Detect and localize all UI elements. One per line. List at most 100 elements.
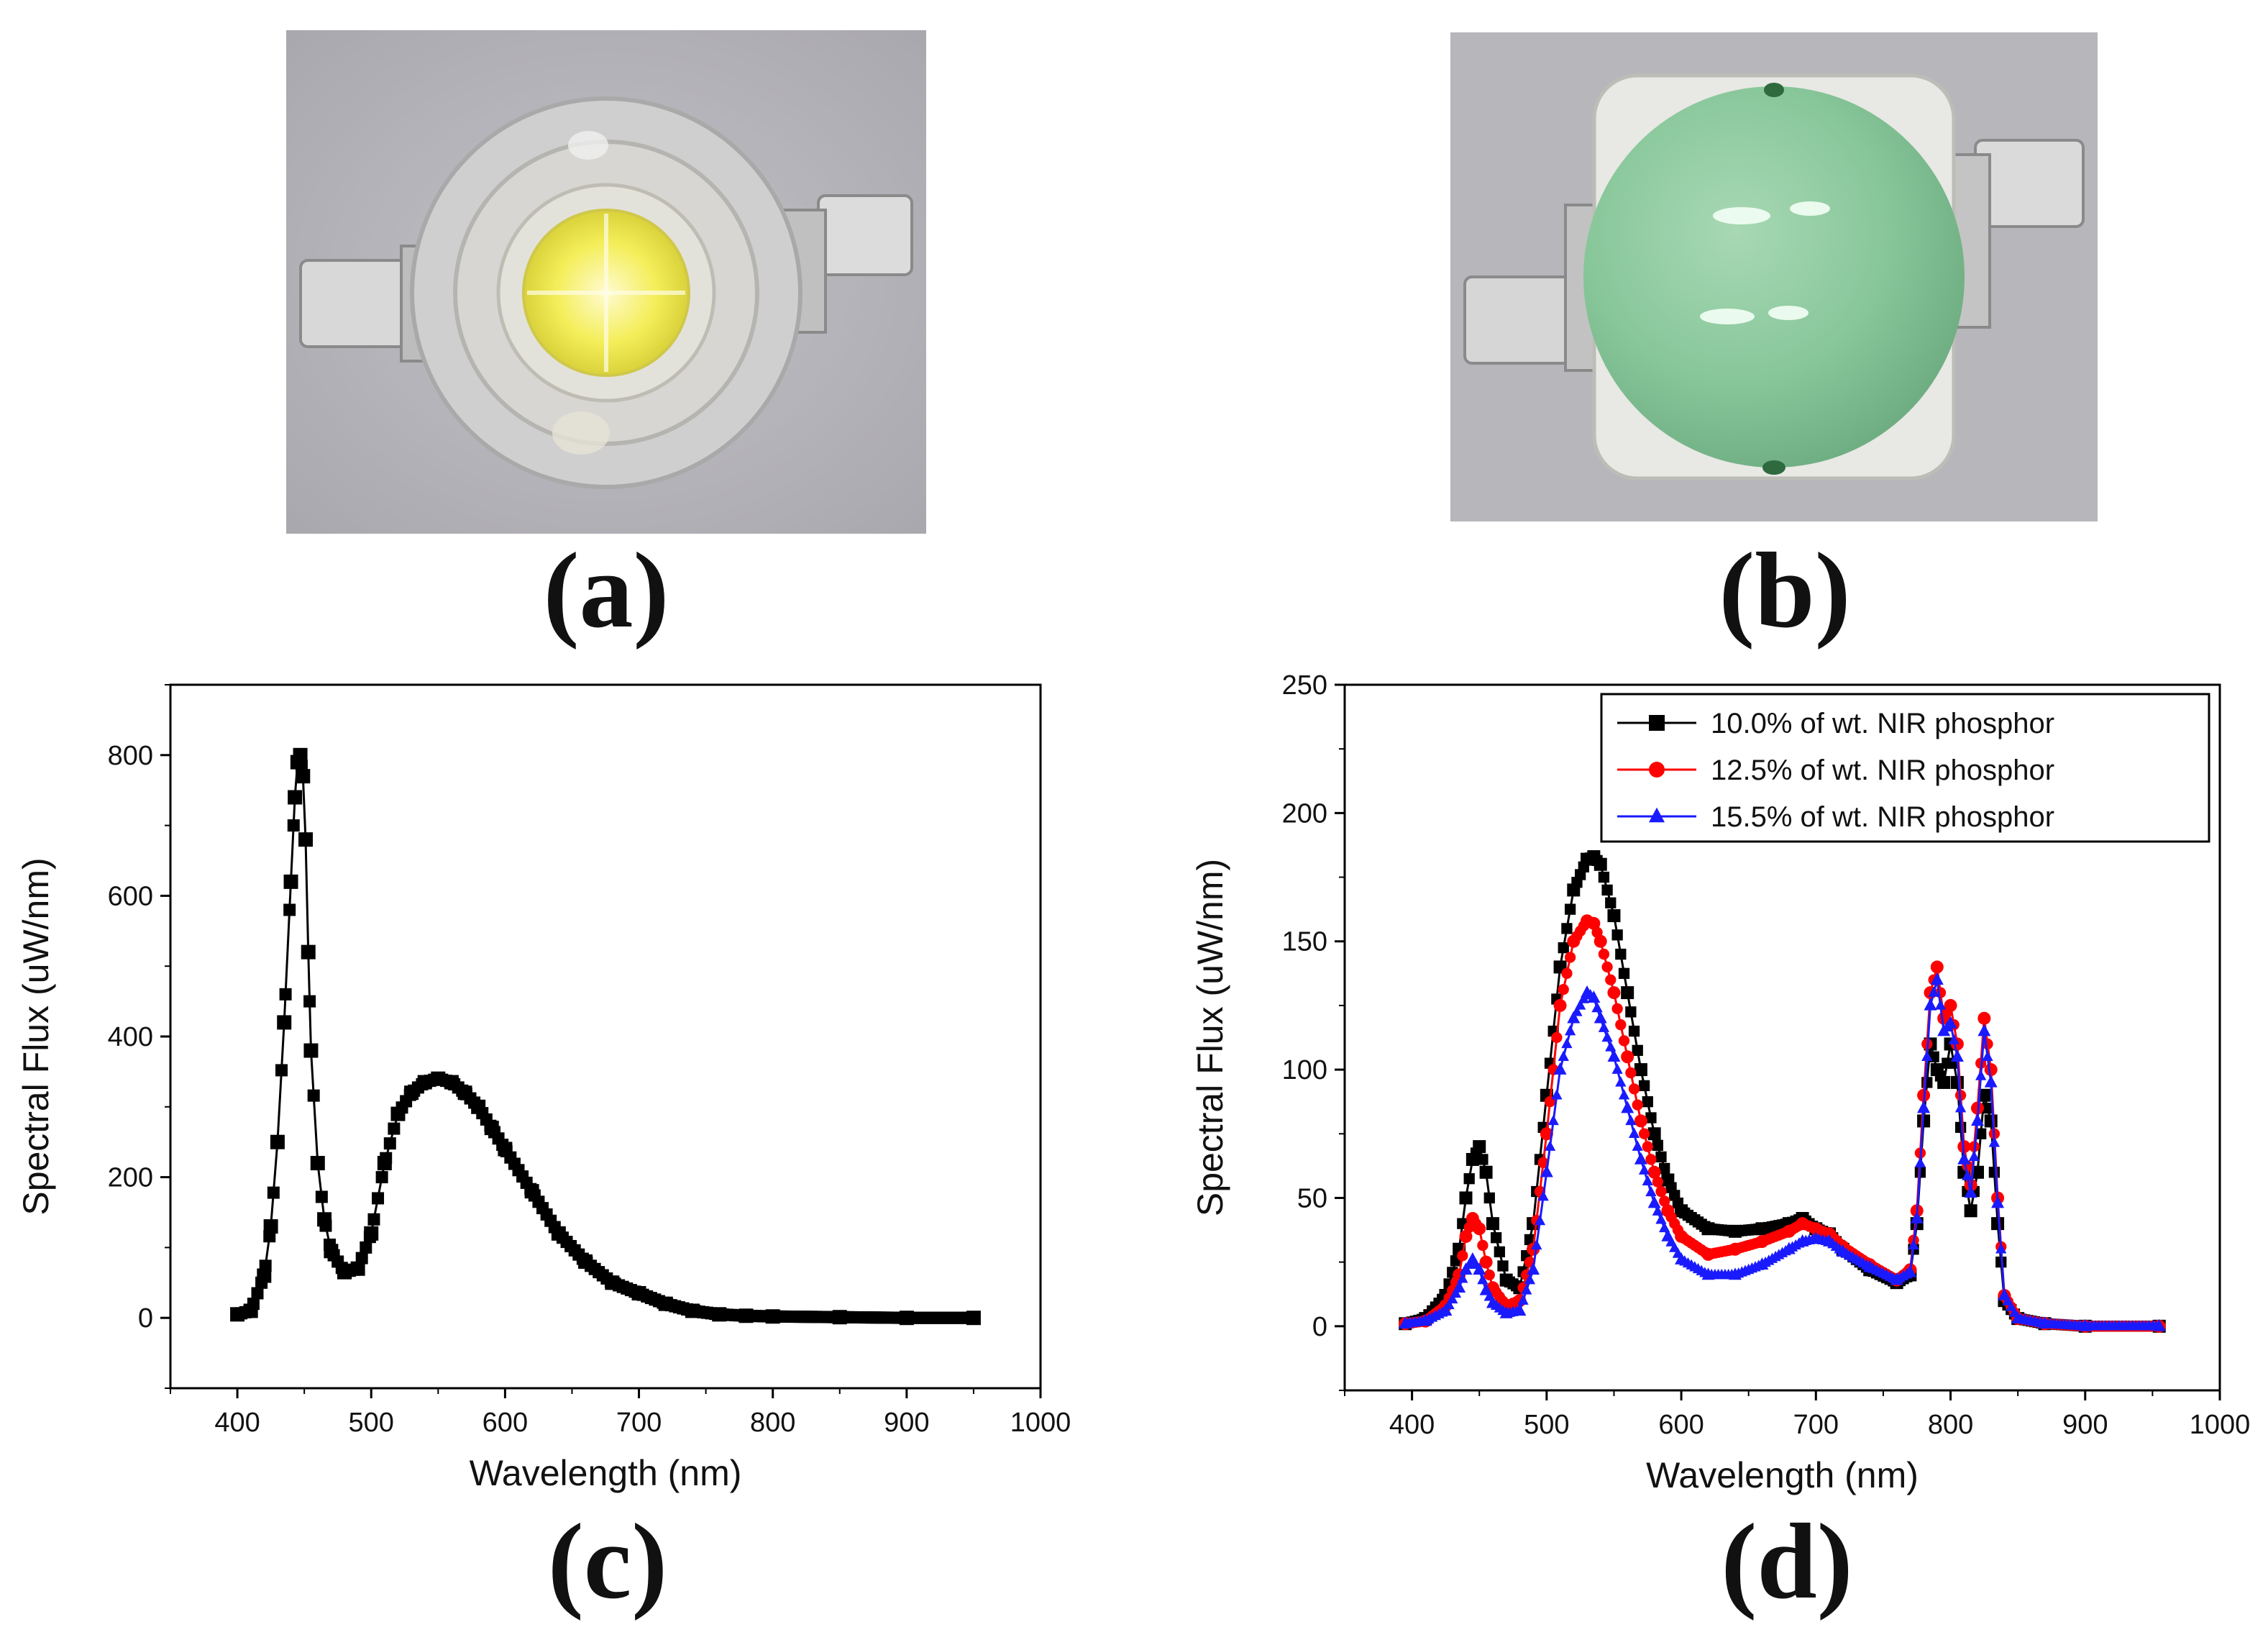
spectrum-marker-0 xyxy=(1615,948,1627,960)
spectrum-marker-2 xyxy=(1588,991,1600,1002)
spectrum-marker-0 xyxy=(1483,1192,1495,1204)
spectrum-marker-0 xyxy=(1978,1090,1990,1101)
spectrum-marker-1 xyxy=(1588,918,1600,929)
spectrum-marker-2 xyxy=(1972,1114,1983,1126)
spectrum-marker-1 xyxy=(1944,1000,1957,1011)
spectrum-marker-2 xyxy=(1615,1076,1627,1087)
spectrum-marker-0 xyxy=(295,759,308,772)
spectrum-marker-2 xyxy=(1450,1287,1462,1298)
spectrum-marker-2 xyxy=(1659,1221,1670,1233)
spectrum-marker-0 xyxy=(1628,1025,1640,1037)
spectrum-marker-2 xyxy=(1962,1170,1973,1180)
spectrum-marker-2 xyxy=(1934,999,1947,1010)
spectrum-marker-2 xyxy=(1965,1186,1977,1198)
spectrum-marker-2 xyxy=(1931,973,1943,984)
y-axis-title: Spectral Flux (uW/nm) xyxy=(1190,859,1230,1216)
panel-label-d: (d) xyxy=(1721,1502,1853,1621)
spectrum-marker-1 xyxy=(1541,1128,1553,1139)
spectrum-marker-2 xyxy=(1985,1076,1997,1087)
spectrum-marker-0 xyxy=(1558,942,1569,954)
spectrum-marker-0 xyxy=(1611,929,1623,941)
spectrum-marker-1 xyxy=(1978,1013,1990,1024)
y-tick-label: 250 xyxy=(1282,670,1327,701)
spectrum-marker-1 xyxy=(1642,1141,1653,1152)
spectrum-marker-0 xyxy=(311,1157,324,1170)
spectrum-marker-2 xyxy=(1924,999,1937,1010)
spectrum-marker-1 xyxy=(1618,1035,1630,1047)
x-tick-label: 600 xyxy=(483,1408,528,1438)
spectrum-marker-2 xyxy=(1558,1050,1569,1061)
spectrum-marker-0 xyxy=(324,1238,337,1251)
spectrum-marker-0 xyxy=(271,1136,284,1149)
spectrum-marker-1 xyxy=(1608,987,1620,998)
spectrum-marker-2 xyxy=(1645,1185,1657,1197)
x-tick-label: 1000 xyxy=(2190,1410,2251,1440)
data-point-0 xyxy=(288,790,303,805)
spectrum-marker-1 xyxy=(1561,967,1573,979)
spectrum-marker-2 xyxy=(1447,1293,1458,1304)
spectrum-marker-0 xyxy=(1972,1167,1983,1178)
spectrum-marker-1 xyxy=(1554,1000,1566,1011)
y-tick-label: 100 xyxy=(1282,1055,1327,1085)
spectrum-marker-0 xyxy=(367,1213,380,1226)
x-tick-label: 900 xyxy=(884,1408,929,1438)
spectrum-marker-2 xyxy=(1618,1089,1630,1100)
legend-label: 10.0% of wt. NIR phosphor xyxy=(1711,708,2054,739)
spectrum-marker-1 xyxy=(1601,961,1613,973)
x-tick-label: 800 xyxy=(750,1408,795,1438)
spectrum-marker-2 xyxy=(1477,1274,1489,1285)
y-tick-label: 800 xyxy=(108,741,153,771)
spectrum-marker-1 xyxy=(1652,1176,1663,1188)
spectrum-marker-0 xyxy=(1652,1139,1663,1151)
spectrum-marker-0 xyxy=(1564,903,1576,915)
x-tick-label: 600 xyxy=(1658,1410,1704,1440)
spectrum-marker-2 xyxy=(1625,1114,1637,1126)
y-tick-label: 50 xyxy=(1297,1183,1327,1213)
legend-label: 12.5% of wt. NIR phosphor xyxy=(1711,755,2054,786)
chart-d: 400 500 600 700 800 900 1000 0 50 100 150 200 250 Wav… xyxy=(1190,670,2251,1495)
spectrum-marker-0 xyxy=(1561,923,1573,934)
spectrum-marker-0 xyxy=(1648,1128,1660,1139)
legend-marker xyxy=(1649,715,1665,731)
spectrum-marker-1 xyxy=(1622,1051,1633,1062)
spectrum-marker-0 xyxy=(1463,1173,1475,1185)
spectrum-marker-2 xyxy=(1948,1034,1960,1044)
spectrum-marker-2 xyxy=(1628,1127,1640,1139)
spectrum-marker-1 xyxy=(1628,1083,1640,1095)
legend-marker xyxy=(1649,762,1665,778)
spectrum-marker-2 xyxy=(1517,1294,1529,1305)
spectrum-marker-2 xyxy=(1453,1281,1465,1293)
spectrum-marker-0 xyxy=(1601,884,1613,896)
y-tick-label: 0 xyxy=(1312,1312,1327,1342)
spectrum-marker-2 xyxy=(1608,1050,1620,1061)
spectrum-marker-2 xyxy=(1978,1024,1990,1036)
spectrum-marker-0 xyxy=(1477,1154,1489,1165)
spectrum-marker-0 xyxy=(315,1190,328,1203)
spectrum-marker-1 xyxy=(1591,926,1603,938)
spectrum-marker-1 xyxy=(1632,1099,1643,1111)
y-tick-label: 0 xyxy=(138,1303,153,1334)
spectrum-marker-1 xyxy=(1483,1269,1495,1281)
legend-box xyxy=(1600,693,2210,843)
spectrum-marker-0 xyxy=(299,833,312,846)
spectrum-marker-0 xyxy=(1982,1102,1993,1114)
spectrum-marker-2 xyxy=(1992,1196,2003,1208)
spectrum-marker-2 xyxy=(1921,1050,1933,1061)
spectrum-marker-2 xyxy=(1537,1190,1549,1201)
spectrum-marker-0 xyxy=(372,1192,385,1205)
spectrum-marker-0 xyxy=(1618,967,1630,979)
spectrum-marker-1 xyxy=(1931,961,1943,973)
led-photo-a xyxy=(286,30,926,534)
x-tick-label: 800 xyxy=(1928,1410,1973,1440)
spectrum-marker-0 xyxy=(255,1276,268,1289)
spectrum-marker-0 xyxy=(380,1152,393,1165)
spectrum-marker-2 xyxy=(1578,993,1589,1003)
spectrum-marker-0 xyxy=(1659,1162,1670,1175)
spectrum-marker-2 xyxy=(1568,1012,1579,1023)
spectrum-marker-1 xyxy=(1659,1195,1670,1207)
spectrum-marker-1 xyxy=(1638,1128,1650,1139)
spectrum-marker-0 xyxy=(251,1287,264,1300)
spectrum-marker-0 xyxy=(1473,1141,1485,1152)
panel-label-c: (c) xyxy=(547,1502,668,1621)
spectrum-marker-0 xyxy=(1921,1077,1933,1088)
